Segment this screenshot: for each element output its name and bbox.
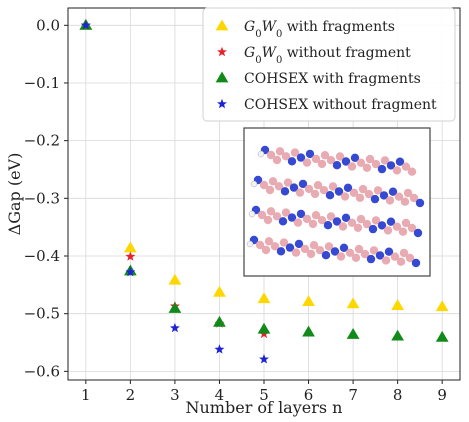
y-tick-label: −0.3 bbox=[24, 189, 60, 207]
data-point bbox=[123, 241, 137, 253]
data-point bbox=[213, 315, 226, 327]
data-point bbox=[257, 322, 271, 334]
data-point bbox=[125, 266, 136, 277]
data-marks bbox=[79, 18, 449, 364]
legend-label: COHSEX without fragment bbox=[244, 97, 437, 113]
x-tick-label: 4 bbox=[215, 386, 225, 404]
data-point bbox=[125, 251, 136, 261]
legend-marker bbox=[215, 71, 229, 83]
y-axis-label: ΔGap (eV) bbox=[5, 153, 24, 236]
x-tick-label: 8 bbox=[393, 386, 403, 404]
legend-marker bbox=[217, 46, 227, 57]
x-tick-label: 9 bbox=[437, 386, 447, 404]
x-tick-label: 6 bbox=[304, 386, 314, 404]
legend-label: G0W0 with fragments bbox=[244, 19, 395, 40]
legend-label: G0W0 without fragment bbox=[244, 45, 411, 66]
y-tick-label: −0.2 bbox=[24, 132, 60, 150]
data-point bbox=[435, 300, 449, 312]
data-point bbox=[257, 292, 271, 304]
x-tick-label: 1 bbox=[81, 386, 91, 404]
data-point bbox=[168, 273, 182, 285]
data-point bbox=[346, 327, 360, 339]
tick-layer: 1 2 3 4 5 6 7 8 9 0.0 −0.1 −0.2 −0.3 −0.4 −0.5 −0.6 bbox=[24, 16, 447, 404]
data-point bbox=[435, 330, 449, 342]
data-point bbox=[346, 297, 360, 309]
series-2 bbox=[79, 18, 449, 342]
x-tick-label: 2 bbox=[126, 386, 136, 404]
legend-marker bbox=[215, 19, 229, 31]
legend-marker bbox=[217, 98, 227, 109]
data-point bbox=[169, 322, 180, 333]
legend: G0W0 with fragments G0W0 without fragment… bbox=[202, 7, 456, 122]
x-tick-label: 3 bbox=[170, 386, 180, 404]
data-point bbox=[214, 344, 225, 354]
legend-label: COHSEX with fragments bbox=[244, 71, 421, 87]
y-tick-label: −0.1 bbox=[24, 74, 60, 92]
data-point bbox=[80, 20, 91, 30]
x-tick-label: 5 bbox=[259, 386, 269, 404]
data-point bbox=[168, 302, 182, 313]
layered-crystal-structure-image bbox=[243, 127, 431, 277]
series-3 bbox=[80, 20, 269, 364]
y-tick-label: −0.5 bbox=[24, 305, 60, 323]
x-tick-label: 7 bbox=[348, 386, 358, 404]
data-point bbox=[391, 329, 405, 341]
y-tick-label: −0.6 bbox=[24, 362, 60, 380]
data-point bbox=[302, 295, 315, 306]
data-point bbox=[259, 354, 269, 364]
y-tick-label: 0.0 bbox=[36, 16, 60, 34]
data-point bbox=[213, 285, 226, 297]
x-axis-label: Number of layers n bbox=[186, 398, 343, 417]
data-point bbox=[391, 299, 405, 310]
data-point bbox=[302, 325, 315, 337]
y-tick-label: −0.4 bbox=[24, 247, 60, 265]
